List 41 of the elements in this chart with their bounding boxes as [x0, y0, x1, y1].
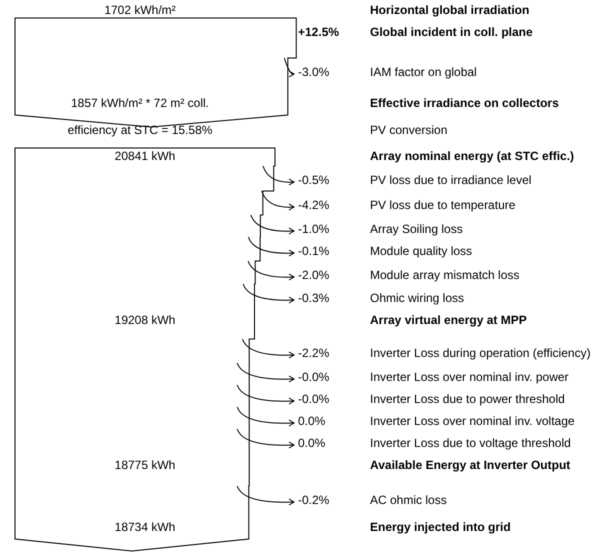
category-label: PV loss due to irradiance level — [370, 173, 532, 187]
category-label: Global incident in coll. plane — [370, 25, 534, 39]
category-label: Horizontal global irradiation — [370, 3, 530, 17]
data-label: 1702 kWh/m² — [104, 3, 176, 17]
category-label: Inverter Loss over nominal inv. voltage — [370, 414, 575, 428]
data-label: 19208 kWh — [114, 313, 176, 327]
data-label: -1.0% — [298, 222, 330, 236]
data-label: 20841 kWh — [114, 149, 176, 163]
category-label: Inverter Loss due to voltage threshold — [370, 436, 571, 450]
data-label: -2.0% — [298, 268, 330, 282]
data-label: -0.1% — [298, 244, 330, 258]
data-label: -0.0% — [298, 370, 330, 384]
category-label: Energy injected into grid — [370, 520, 511, 534]
data-label: -4.2% — [298, 198, 330, 212]
category-label: PV conversion — [370, 123, 448, 137]
data-label: -2.2% — [298, 346, 330, 360]
data-label: 0.0% — [298, 414, 326, 428]
data-label: 18775 kWh — [114, 458, 176, 472]
category-label: Available Energy at Inverter Output — [370, 458, 570, 472]
category-label: Array virtual energy at MPP — [370, 313, 527, 327]
category-label: PV loss due to temperature — [370, 198, 516, 212]
category-label: Array nominal energy (at STC effic.) — [370, 149, 574, 163]
category-label: IAM factor on global — [370, 65, 477, 79]
data-label: -0.0% — [298, 392, 330, 406]
category-label: Inverter Loss over nominal inv. power — [370, 370, 569, 384]
category-label: Array Soiling loss — [370, 222, 463, 236]
category-label: Ohmic wiring loss — [370, 291, 464, 305]
data-label: -3.0% — [298, 65, 330, 79]
data-label: 1857 kWh/m² * 72 m² coll. — [70, 96, 210, 110]
data-label: +12.5% — [298, 25, 340, 39]
category-label: Inverter Loss due to power threshold — [370, 392, 565, 406]
data-label: 0.0% — [298, 436, 326, 450]
data-label: -0.5% — [298, 173, 330, 187]
category-label: AC ohmic loss — [370, 493, 447, 507]
data-label: -0.2% — [298, 493, 330, 507]
data-label: 18734 kWh — [114, 520, 176, 534]
category-label: Module quality loss — [370, 244, 472, 258]
category-label: Effective irradiance on collectors — [370, 96, 560, 110]
data-label: -0.3% — [298, 291, 330, 305]
category-label: Inverter Loss during operation (efficiency) — [370, 346, 591, 360]
category-label: Module array mismatch loss — [370, 268, 520, 282]
